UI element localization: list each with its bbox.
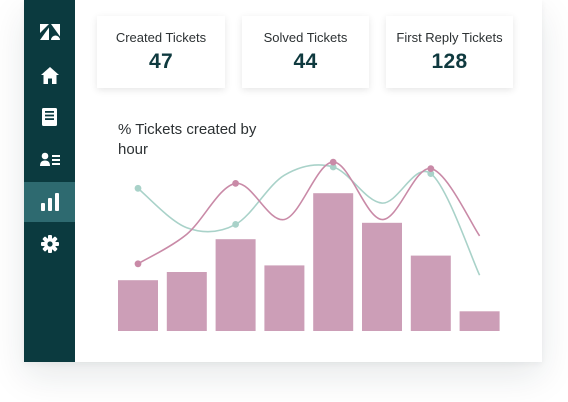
nav-tickets[interactable] <box>24 97 75 137</box>
zendesk-logo-icon <box>39 24 60 40</box>
gear-icon <box>40 235 59 253</box>
chart-title: % Tickets created by hour <box>118 121 257 158</box>
home-icon <box>40 66 59 84</box>
stat-label: Solved Tickets <box>263 30 348 45</box>
stat-value: 47 <box>149 50 173 73</box>
stat-label: Created Tickets <box>115 30 207 45</box>
nav-reports[interactable] <box>24 182 75 222</box>
inbox-icon <box>42 108 57 126</box>
stat-label: First Reply Tickets <box>396 30 503 45</box>
stat-value: 128 <box>431 50 468 73</box>
nav-home[interactable] <box>24 55 75 95</box>
nav-logo[interactable] <box>24 12 75 52</box>
sidebar <box>24 0 75 362</box>
stat-solved-tickets: Solved Tickets 44 <box>242 16 369 88</box>
stat-created-tickets: Created Tickets 47 <box>97 16 225 88</box>
stat-first-reply-tickets: First Reply Tickets 128 <box>386 16 513 88</box>
stat-value: 44 <box>293 50 318 73</box>
contacts-icon <box>39 152 60 166</box>
bar-chart-icon <box>40 193 59 211</box>
nav-contacts[interactable] <box>24 139 75 179</box>
nav-settings[interactable] <box>24 224 75 264</box>
